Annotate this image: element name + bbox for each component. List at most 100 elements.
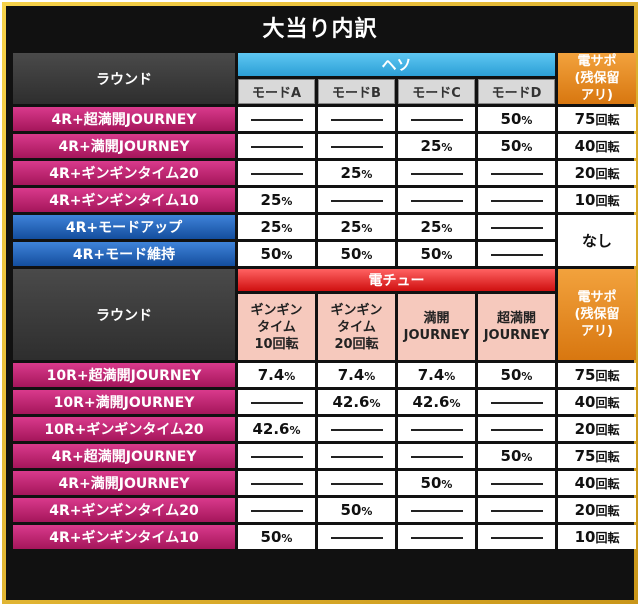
percent-unit: % [441, 249, 453, 262]
dash-line [330, 118, 383, 121]
value-cell: 50% [398, 242, 475, 266]
percent-value: 50 [340, 501, 362, 519]
spins-unit: 回転 [595, 477, 620, 491]
dash-line [250, 145, 303, 148]
value-cell [318, 525, 395, 549]
table-row: 10R+ギンギンタイム20 42.6% 20回転 [13, 417, 637, 441]
value-cell [398, 498, 475, 522]
dash-line [410, 118, 463, 121]
round-label: 4R+ギンギンタイム20 [13, 161, 235, 185]
densapo-spins: 40回転 [558, 134, 637, 158]
round-header: ラウンド [13, 53, 235, 104]
percent-value: 25 [340, 164, 362, 182]
dash-line [330, 145, 383, 148]
dash-line [330, 455, 383, 458]
dash-line [490, 253, 543, 256]
value-cell: 7.4% [398, 363, 475, 387]
value-cell [398, 161, 475, 185]
percent-value: 50 [420, 474, 442, 492]
header-line: (残保留 [574, 307, 620, 322]
dash-line [410, 509, 463, 512]
dash-line [490, 482, 543, 485]
spins-value: 40 [574, 474, 596, 492]
breakdown-grid: ラウンド ヘソ 電サポ (残保留 アリ) モードA モードB モードC モードD 4R+超満開JO… [10, 50, 637, 552]
table-row: 4R+ギンギンタイム20 25% 20回転 [13, 161, 637, 185]
densapo-spins: 10回転 [558, 188, 637, 212]
spins-value: 40 [574, 393, 596, 411]
spins-unit: 回転 [595, 423, 620, 437]
dash-line [410, 455, 463, 458]
value-cell [238, 498, 315, 522]
percent-unit: % [361, 222, 373, 235]
value-cell: 50% [318, 498, 395, 522]
dash-line [330, 428, 383, 431]
table-row: 4R+ギンギンタイム20 50% 20回転 [13, 498, 637, 522]
percent-value: 50 [500, 366, 522, 384]
value-cell: 50% [318, 242, 395, 266]
header-line: 20回転 [334, 336, 379, 352]
spins-value: 75 [574, 447, 596, 465]
percent-value: 42.6 [412, 393, 450, 411]
value-cell: 42.6% [318, 390, 395, 414]
densapo-spins: 20回転 [558, 161, 637, 185]
spins-value: 40 [574, 137, 596, 155]
percent-value: 42.6 [252, 420, 290, 438]
percent-value: 7.4 [417, 366, 445, 384]
value-cell [318, 188, 395, 212]
spins-unit: 回転 [595, 167, 620, 181]
heso-header: ヘソ [238, 53, 556, 76]
table-row: 4R+満開JOURNEY 25% 50% 40回転 [13, 134, 637, 158]
denchu-col-header: 満開 JOURNEY [398, 294, 475, 360]
round-label: 4R+モードアップ [13, 215, 235, 239]
spins-unit: 回転 [595, 113, 620, 127]
value-cell: 50% [478, 444, 556, 468]
page-title: 大当り内訳 [6, 6, 634, 48]
dash-line [330, 536, 383, 539]
spins-unit: 回転 [595, 504, 620, 518]
densapo-spins: 40回転 [558, 390, 637, 414]
dash-line [490, 172, 543, 175]
percent-value: 50 [500, 447, 522, 465]
spins-unit: 回転 [595, 369, 620, 383]
table-row: 4R+ギンギンタイム10 50% 10回転 [13, 525, 637, 549]
mode-header: モードA [238, 78, 315, 104]
dash-line [330, 199, 383, 202]
dash-line [490, 401, 543, 404]
value-cell [398, 417, 475, 441]
value-cell [398, 188, 475, 212]
percent-value: 25 [420, 137, 442, 155]
dash-line [250, 482, 303, 485]
value-cell [478, 525, 556, 549]
value-cell: 7.4% [238, 363, 315, 387]
percent-value: 25 [260, 191, 282, 209]
percent-value: 50 [260, 528, 282, 546]
densapo-header: 電サポ (残保留 アリ) [558, 269, 637, 360]
spins-value: 20 [574, 420, 596, 438]
value-cell [318, 417, 395, 441]
percent-unit: % [521, 370, 533, 383]
percent-value: 7.4 [257, 366, 285, 384]
percent-unit: % [289, 424, 301, 437]
spins-unit: 回転 [595, 194, 620, 208]
header-line: 満開 [423, 311, 450, 326]
value-cell [478, 188, 556, 212]
round-header: ラウンド [13, 269, 235, 360]
mode-header: モードD [478, 78, 556, 104]
dash-line [250, 172, 303, 175]
percent-unit: % [441, 222, 453, 235]
percent-unit: % [281, 195, 293, 208]
percent-value: 50 [500, 110, 522, 128]
dash-line [410, 536, 463, 539]
value-cell [238, 161, 315, 185]
value-cell [478, 417, 556, 441]
value-cell: 50% [478, 363, 556, 387]
round-label: 4R+満開JOURNEY [13, 471, 235, 495]
value-cell: 42.6% [398, 390, 475, 414]
dash-line [330, 482, 383, 485]
header-line: アリ) [581, 88, 613, 103]
dash-line [250, 509, 303, 512]
percent-value: 50 [340, 245, 362, 263]
dash-line [410, 199, 463, 202]
percent-unit: % [281, 222, 293, 235]
percent-unit: % [441, 478, 453, 491]
